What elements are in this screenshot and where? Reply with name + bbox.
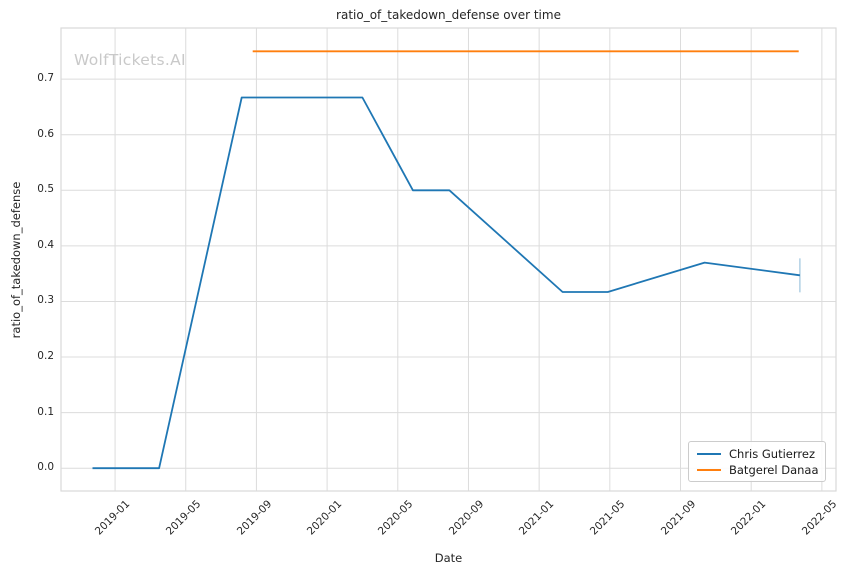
legend-swatch-line: [697, 469, 721, 471]
y-tick-label: 0.4: [37, 238, 54, 251]
watermark: WolfTickets.AI: [74, 51, 186, 69]
series-line-chris-gutierrez: [92, 96, 801, 470]
legend-item: Batgerel Danaa: [689, 462, 825, 478]
legend-item: Chris Gutierrez: [689, 446, 825, 462]
y-tick-label: 0.1: [37, 405, 54, 418]
y-tick-label: 0.6: [37, 127, 54, 140]
legend-label: Chris Gutierrez: [729, 447, 815, 461]
y-tick-label: 0.2: [37, 350, 54, 363]
y-tick-label: 0.5: [37, 183, 54, 196]
y-tick-label: 0.0: [37, 461, 54, 474]
plot-border: [60, 27, 837, 492]
y-tick-label: 0.7: [37, 72, 54, 85]
x-axis-label: Date: [434, 551, 463, 565]
legend: Chris Gutierrez Batgerel Danaa: [688, 441, 826, 482]
y-axis-label: ratio_of_takedown_defense: [9, 181, 23, 339]
legend-label: Batgerel Danaa: [729, 463, 819, 477]
chart-title: ratio_of_takedown_defense over time: [336, 8, 561, 22]
y-tick-label: 0.3: [37, 294, 54, 307]
legend-swatch-line: [697, 453, 721, 455]
